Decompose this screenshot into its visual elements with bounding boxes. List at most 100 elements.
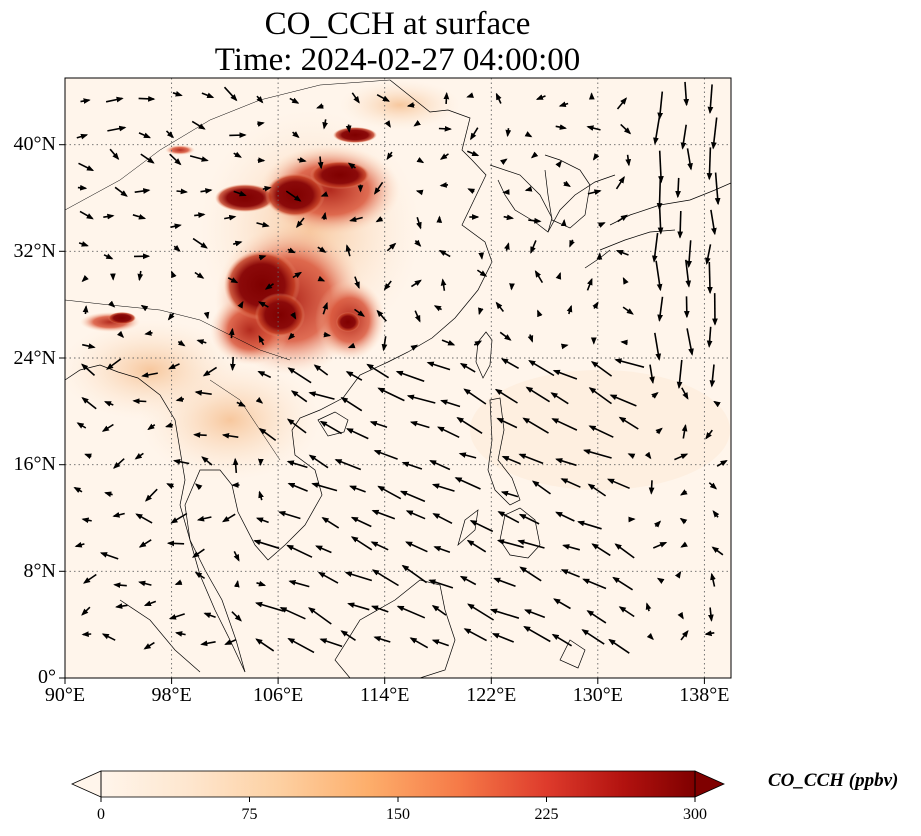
wind-arrow (317, 571, 339, 584)
wind-arrow (289, 97, 300, 104)
wind-arrow (587, 189, 602, 196)
wind-arrow (658, 150, 664, 184)
wind-arrow (466, 539, 487, 553)
concentration-field (65, 80, 730, 490)
wind-arrow (320, 191, 329, 197)
wind-arrow (495, 301, 505, 312)
wind-arrow (416, 217, 422, 230)
wind-arrow (562, 544, 581, 551)
wind-arrow (459, 362, 476, 373)
wind-arrow (168, 363, 180, 370)
wind-arrow (525, 386, 551, 403)
wind-arrow (566, 304, 573, 315)
wind-arrow (79, 210, 94, 220)
wind-arrow (675, 177, 681, 199)
wind-arrow (530, 240, 537, 254)
wind-arrow (441, 339, 456, 346)
wind-arrow (233, 190, 247, 197)
wind-arrow (519, 566, 542, 582)
wind-arrow (581, 629, 605, 645)
wind-arrow (76, 422, 87, 429)
wind-arrow (83, 573, 97, 584)
wind-arrow (527, 334, 534, 343)
wind-arrow (166, 540, 185, 547)
wind-arrow (288, 579, 310, 588)
wind-arrow (296, 217, 305, 229)
wind-arrow (622, 306, 634, 315)
wind-arrow (711, 546, 724, 556)
colorbar-label: CO_CCH (ppbv) (768, 770, 899, 791)
wind-arrow (645, 602, 652, 612)
wind-arrow (114, 186, 128, 197)
wind-arrow (504, 242, 510, 251)
wind-arrow (108, 300, 116, 308)
wind-arrow (680, 124, 687, 150)
wind-arrow (440, 399, 461, 408)
wind-arrow (680, 630, 689, 641)
wind-arrow (224, 639, 237, 646)
wind-arrow (709, 364, 716, 388)
wind-arrow (677, 210, 684, 239)
wind-arrow (351, 92, 360, 104)
wind-arrow (132, 398, 147, 404)
wind-arrow (685, 259, 692, 288)
wind-arrow (706, 326, 713, 348)
wind-arrow (569, 239, 575, 248)
wind-arrow (113, 458, 125, 469)
wind-arrow (530, 151, 539, 159)
wind-arrow (196, 515, 212, 522)
wind-arrow (582, 578, 607, 590)
wind-arrow (103, 253, 114, 260)
wind-arrow (165, 130, 175, 139)
wind-arrow (500, 358, 519, 369)
lat-tick-label: 40°N (13, 133, 56, 155)
wind-arrow (413, 120, 421, 127)
wind-arrow (493, 577, 516, 588)
wind-arrow (528, 360, 555, 377)
wind-arrow (371, 509, 396, 520)
wind-arrow (76, 133, 89, 140)
wind-arrow (377, 485, 402, 500)
wind-arrow (674, 570, 682, 579)
wind-arrow (105, 96, 124, 103)
wind-arrow (322, 119, 328, 130)
wind-arrow (555, 511, 575, 522)
wind-arrow (414, 310, 421, 323)
wind-arrow (651, 392, 659, 399)
wind-arrow (679, 489, 688, 496)
wind-arrow (223, 86, 238, 102)
wind-arrow (345, 244, 352, 257)
wind-arrow (495, 92, 502, 104)
axis-ticks (59, 144, 705, 684)
wind-arrow (426, 361, 451, 371)
wind-arrow (340, 397, 363, 412)
wind-arrow (203, 612, 216, 619)
wind-arrow (308, 391, 335, 400)
wind-arrow (345, 124, 352, 133)
wind-arrow (176, 188, 188, 195)
wind-arrow (192, 237, 208, 249)
wind-arrow (433, 305, 442, 312)
wind-arrow (489, 608, 520, 619)
wind-arrow (369, 420, 388, 428)
wind-arrow (409, 420, 430, 429)
wind-arrow (115, 603, 128, 609)
wind-arrow (386, 151, 393, 161)
colorbar-tick-label: 300 (683, 806, 707, 823)
wind-arrow (290, 311, 297, 320)
wind-arrow (370, 605, 389, 613)
wind-arrow (497, 511, 520, 524)
wind-arrow (428, 579, 454, 589)
lon-tick-label: 122°E (466, 684, 517, 706)
wind-arrow (82, 343, 96, 349)
wind-arrow (478, 252, 485, 260)
wind-arrow (537, 309, 543, 318)
wind-arrow (107, 125, 127, 132)
wind-arrow (686, 328, 694, 356)
wind-arrow (583, 449, 612, 459)
wind-arrow (712, 510, 720, 518)
wind-arrow (255, 517, 269, 524)
wind-arrow (192, 548, 205, 558)
wind-vectors (73, 81, 728, 654)
wind-arrow (373, 449, 398, 460)
